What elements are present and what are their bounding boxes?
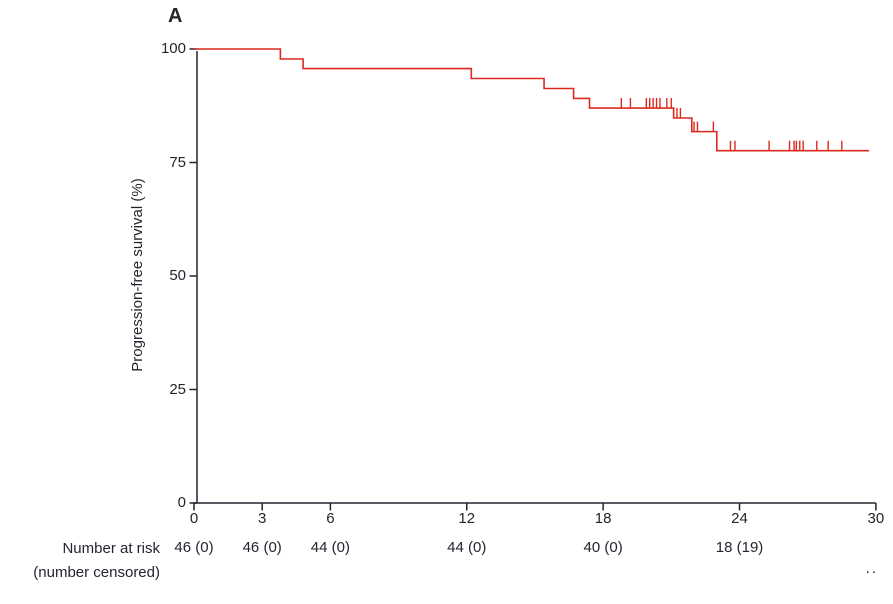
number-at-risk-value: 46 (0) <box>174 539 214 556</box>
y-tick-label: 50 <box>169 267 186 284</box>
panel-label: A <box>168 5 183 27</box>
continuation-dots: .. <box>865 560 878 577</box>
number-at-risk-label: Number at risk <box>62 540 160 557</box>
number-at-risk-value: 18 (19) <box>715 539 764 556</box>
x-tick-label: 6 <box>326 510 335 527</box>
number-at-risk-value: 40 (0) <box>583 539 623 556</box>
number-at-risk-value: 44 (0) <box>447 539 487 556</box>
number-at-risk-value: 44 (0) <box>310 539 350 556</box>
number-at-risk-value: 46 (0) <box>242 539 282 556</box>
y-tick-label: 0 <box>177 494 186 511</box>
x-tick-label: 3 <box>258 510 267 527</box>
x-tick-label: 0 <box>189 510 199 527</box>
km-curve <box>194 48 870 152</box>
x-tick-label: 30 <box>867 510 885 527</box>
x-tick-label: 12 <box>458 510 476 527</box>
y-tick-label: 25 <box>169 380 186 398</box>
y-tick-label: 100 <box>160 40 186 57</box>
y-tick-label: 75 <box>169 153 186 171</box>
number-censored-label: (number censored) <box>33 564 160 581</box>
x-tick-label: 24 <box>731 510 748 527</box>
x-tick-label: 18 <box>594 510 612 527</box>
